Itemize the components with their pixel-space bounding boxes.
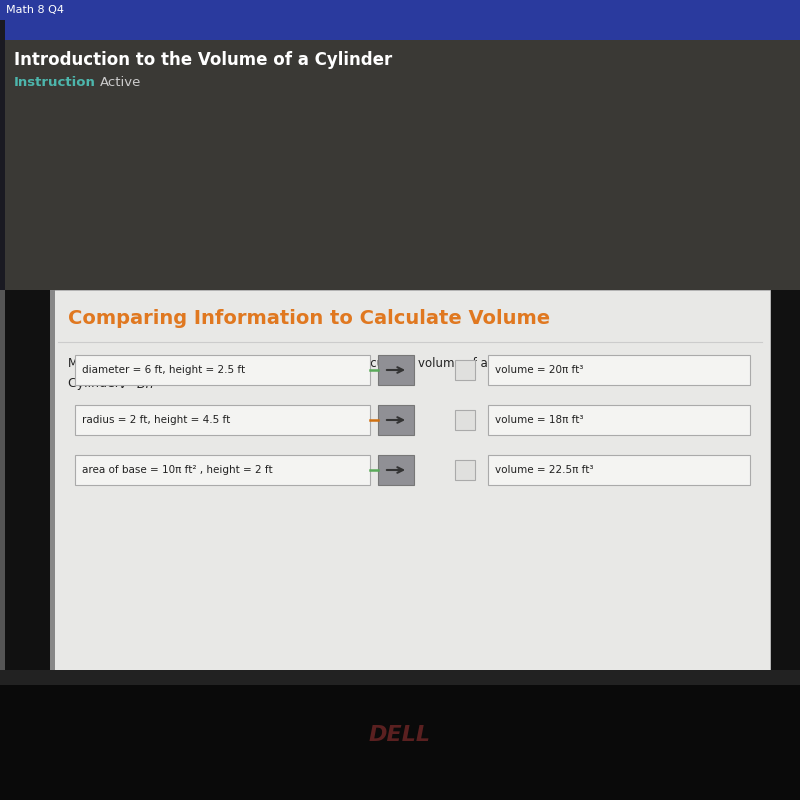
Text: area of base = 10π ft² , height = 2 ft: area of base = 10π ft² , height = 2 ft bbox=[82, 465, 273, 475]
FancyBboxPatch shape bbox=[0, 20, 5, 290]
FancyBboxPatch shape bbox=[0, 20, 800, 40]
FancyBboxPatch shape bbox=[455, 360, 475, 380]
Text: Active: Active bbox=[100, 75, 142, 89]
Text: Introduction to the Volume of a Cylinder: Introduction to the Volume of a Cylinder bbox=[14, 51, 392, 69]
FancyBboxPatch shape bbox=[378, 355, 414, 385]
Text: diameter = 6 ft, height = 2.5 ft: diameter = 6 ft, height = 2.5 ft bbox=[82, 365, 245, 375]
FancyBboxPatch shape bbox=[455, 460, 475, 480]
FancyBboxPatch shape bbox=[75, 355, 370, 385]
FancyBboxPatch shape bbox=[0, 20, 800, 290]
Text: Instruction: Instruction bbox=[14, 75, 96, 89]
FancyBboxPatch shape bbox=[0, 290, 5, 670]
Text: Comparing Information to Calculate Volume: Comparing Information to Calculate Volum… bbox=[68, 309, 550, 327]
Text: Cylinder: Cylinder bbox=[68, 378, 124, 390]
FancyBboxPatch shape bbox=[0, 670, 800, 800]
FancyBboxPatch shape bbox=[488, 355, 750, 385]
Text: Math 8 Q4: Math 8 Q4 bbox=[6, 5, 64, 15]
Text: Match each set of measurements to the correct calculated volume of a cylinder.: Match each set of measurements to the co… bbox=[68, 358, 542, 370]
Text: volume = 22.5π ft³: volume = 22.5π ft³ bbox=[495, 465, 594, 475]
FancyBboxPatch shape bbox=[378, 405, 414, 435]
FancyBboxPatch shape bbox=[488, 405, 750, 435]
FancyBboxPatch shape bbox=[455, 410, 475, 430]
Text: V=Bh: V=Bh bbox=[118, 378, 154, 390]
FancyBboxPatch shape bbox=[0, 670, 800, 685]
FancyBboxPatch shape bbox=[75, 455, 370, 485]
FancyBboxPatch shape bbox=[378, 455, 414, 485]
FancyBboxPatch shape bbox=[75, 405, 370, 435]
FancyBboxPatch shape bbox=[0, 0, 800, 20]
Text: volume = 20π ft³: volume = 20π ft³ bbox=[495, 365, 583, 375]
FancyBboxPatch shape bbox=[50, 290, 770, 670]
Text: radius = 2 ft, height = 4.5 ft: radius = 2 ft, height = 4.5 ft bbox=[82, 415, 230, 425]
Polygon shape bbox=[0, 0, 800, 20]
FancyBboxPatch shape bbox=[50, 290, 55, 670]
Text: volume = 18π ft³: volume = 18π ft³ bbox=[495, 415, 583, 425]
Text: DELL: DELL bbox=[369, 725, 431, 745]
FancyBboxPatch shape bbox=[488, 455, 750, 485]
